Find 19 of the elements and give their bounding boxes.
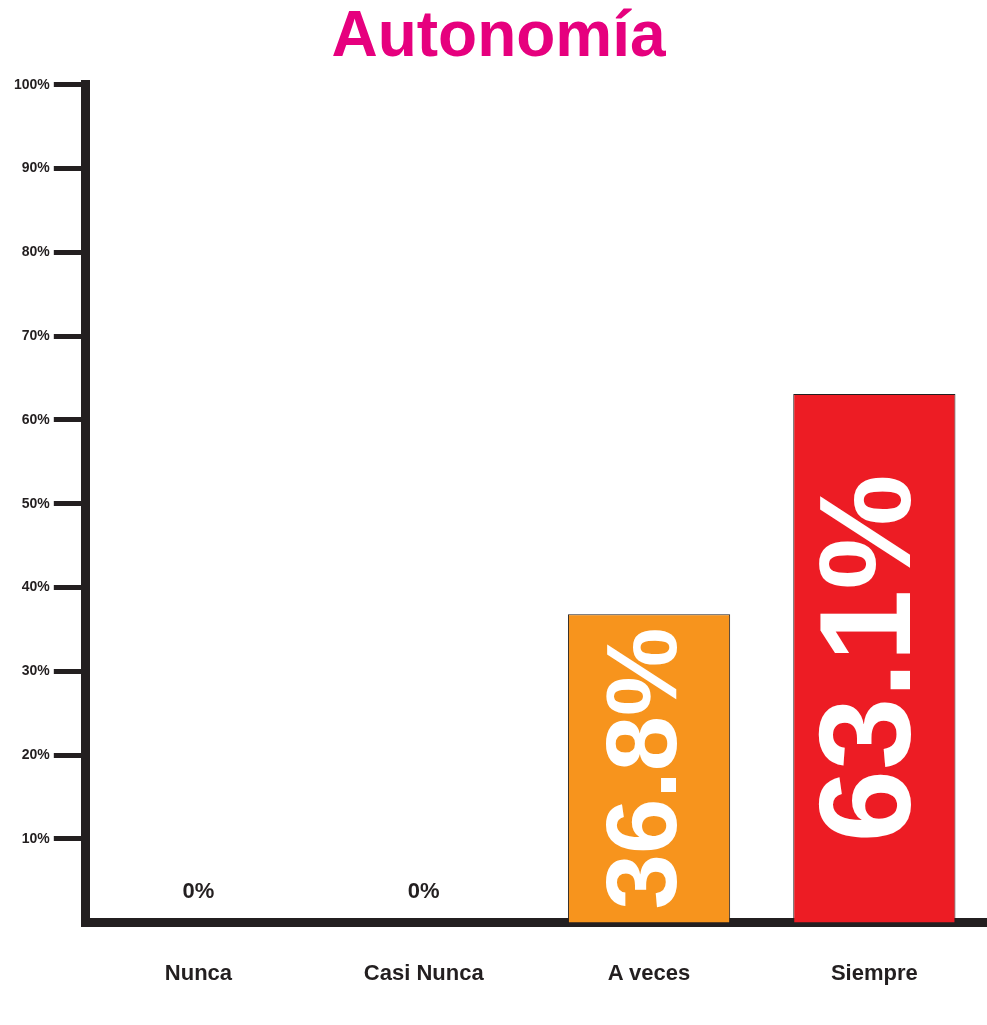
y-tick-label: 60% (21, 410, 51, 427)
y-tick-label: 20% (21, 745, 51, 762)
x-tick-label: Nunca (164, 959, 233, 985)
data-label: 0% (407, 877, 440, 903)
x-tick-label: A veces (607, 959, 691, 985)
y-tick-label: 30% (21, 662, 51, 679)
data-label: 63.1% (793, 474, 939, 843)
data-label: 0% (182, 877, 215, 903)
y-tick-label: 10% (21, 829, 51, 846)
y-tick-label: 50% (21, 494, 51, 511)
x-tick-label: Siempre (830, 959, 918, 985)
data-label: 36.8% (586, 627, 698, 910)
y-tick-label: 100% (13, 75, 51, 92)
y-tick-label: 40% (21, 578, 51, 595)
x-tick-label: Casi Nunca (363, 959, 485, 985)
chart-title: Autonomía (331, 0, 666, 71)
y-tick-label: 90% (21, 159, 51, 176)
y-tick-label: 80% (21, 243, 51, 260)
y-tick-label: 70% (21, 327, 51, 343)
